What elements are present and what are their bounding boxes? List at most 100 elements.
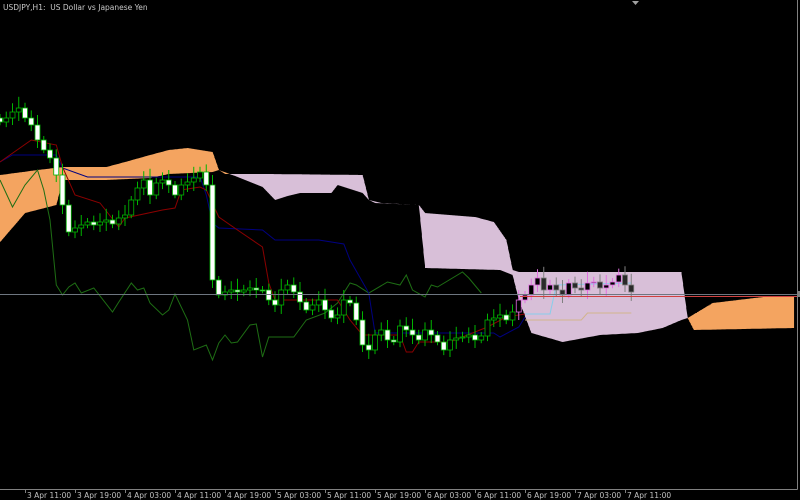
- candle: [447, 331, 453, 358]
- bear-candle-body: [165, 179, 172, 186]
- candle: [78, 215, 85, 236]
- bear-candle-body: [40, 139, 47, 151]
- candle: [609, 278, 616, 289]
- bull-candle-body: [340, 299, 347, 316]
- candle: [47, 143, 53, 164]
- candle: [178, 178, 185, 201]
- candle: [372, 329, 378, 355]
- bear-candle-body: [597, 281, 603, 289]
- bull-candle-body: [447, 339, 453, 351]
- candle: [122, 205, 128, 226]
- candle: [622, 266, 628, 293]
- candle: [297, 282, 303, 310]
- tan-line: [525, 312, 632, 321]
- kijun-sen-line: [0, 154, 526, 338]
- candle: [72, 220, 78, 239]
- candle: [34, 115, 41, 148]
- candle: [159, 172, 166, 190]
- bull-candle-body: [515, 299, 522, 313]
- bull-candle-body: [284, 284, 291, 291]
- bear-candle-body: [259, 289, 266, 292]
- time-tick-label: 4 Apr 03:00: [127, 491, 171, 500]
- candle: [459, 331, 466, 343]
- candle: [103, 208, 110, 231]
- time-tick-label: 6 Apr 11:00: [477, 491, 521, 500]
- candle: [597, 274, 603, 295]
- bear-candle-body: [172, 184, 178, 196]
- bull-candle-body: [122, 214, 128, 219]
- bear-candle-body: [322, 299, 328, 311]
- candle: [28, 110, 35, 132]
- bull-candle-body: [309, 304, 316, 311]
- bear-candle-body: [203, 171, 210, 186]
- candle: [278, 278, 285, 314]
- bull-candle-body: [584, 282, 591, 291]
- bull-candle-body: [565, 282, 572, 296]
- candle: [303, 298, 310, 314]
- candle: [90, 215, 97, 231]
- bear-candle-body: [234, 289, 241, 293]
- candle: [378, 322, 385, 342]
- bear-candle-body: [365, 344, 372, 351]
- bear-candle-body: [303, 301, 310, 311]
- candle: [234, 278, 241, 301]
- bear-candle-body: [403, 325, 410, 331]
- bull-candle-body: [178, 184, 185, 196]
- candle: [503, 309, 510, 325]
- bull-candle-body: [484, 319, 491, 337]
- candle: [328, 304, 335, 323]
- time-tick-label: 7 Apr 11:00: [627, 491, 671, 500]
- candle: [115, 210, 122, 231]
- bear-candle-body: [428, 329, 435, 336]
- candle: [590, 276, 597, 288]
- bear-candle-body: [359, 319, 366, 346]
- candle: [465, 327, 472, 344]
- bull-candle-body: [422, 329, 428, 341]
- bear-candle-body: [297, 291, 303, 303]
- bull-candle-body: [378, 329, 385, 336]
- bull-candle-body: [547, 284, 553, 291]
- candle: [547, 279, 553, 295]
- bear-candle-body: [409, 329, 416, 336]
- time-tick-label: 3 Apr 11:00: [27, 491, 71, 500]
- candle: [397, 319, 403, 348]
- bull-candle-body: [459, 336, 466, 339]
- candle: [384, 320, 391, 348]
- bear-candle-body: [434, 334, 441, 343]
- bear-candle-body: [53, 157, 60, 176]
- candle: [228, 281, 235, 300]
- candle: [540, 266, 547, 299]
- bear-candle-body: [347, 299, 353, 304]
- bear-candle-body: [253, 287, 260, 291]
- bull-candle-body: [240, 289, 247, 293]
- bear-candle-body: [90, 221, 97, 226]
- bull-candle-body: [465, 334, 472, 338]
- candle: [440, 335, 447, 356]
- bear-candle-body: [22, 107, 28, 119]
- bull-candle-body: [115, 217, 122, 225]
- candle: [415, 329, 422, 345]
- bear-candle-body: [578, 287, 585, 291]
- candle: [334, 307, 341, 325]
- bear-candle-body: [415, 334, 422, 341]
- bull-candle-body: [184, 181, 191, 186]
- bull-candle-body: [528, 284, 535, 296]
- time-tick-label: 5 Apr 19:00: [377, 491, 421, 500]
- candle: [490, 309, 497, 328]
- bull-candle-body: [334, 314, 341, 319]
- bull-candle-body: [128, 199, 135, 216]
- bull-candle-body: [84, 221, 91, 226]
- bull-candle-body: [72, 227, 78, 233]
- time-tick-label: 5 Apr 03:00: [277, 491, 321, 500]
- candle: [247, 280, 253, 297]
- bull-candle-body: [103, 219, 110, 223]
- bull-candle-body: [140, 179, 147, 189]
- candle: [478, 332, 485, 344]
- bull-candle-body: [522, 294, 528, 301]
- chart-shift-marker-icon[interactable]: [632, 1, 639, 5]
- candle: [572, 276, 578, 294]
- bull-candle-body: [609, 281, 616, 286]
- candle: [322, 288, 328, 319]
- candle: [403, 317, 410, 338]
